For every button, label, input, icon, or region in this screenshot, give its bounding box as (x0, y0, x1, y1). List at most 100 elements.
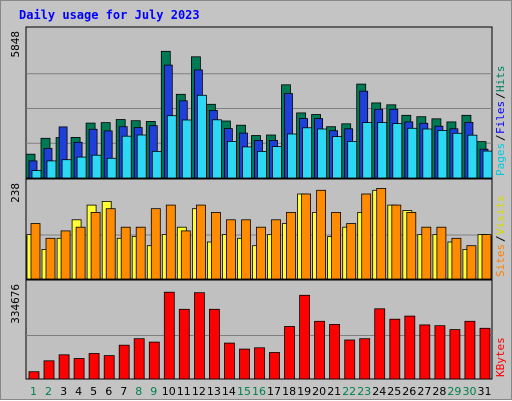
bar-sites-28 (436, 226, 447, 280)
bar-sites-18 (286, 211, 296, 280)
day-label-22: 22 (342, 385, 356, 398)
legend-separator: / (494, 235, 507, 242)
bar-kbytes-5 (88, 353, 100, 380)
bar-kbytes-19 (299, 294, 311, 380)
day-label-27: 27 (417, 385, 431, 398)
bar-sites-22 (346, 223, 357, 280)
bar-kbytes-30 (464, 320, 476, 380)
chart-panels: 5848Pages/Files/Hits238Sites/Visits33467… (9, 26, 507, 398)
bar-sites-16 (256, 226, 266, 280)
bar-kbytes-22 (344, 339, 356, 380)
bar-sites-3 (60, 230, 71, 280)
bar-pages-25 (392, 123, 403, 179)
bar-sites-1 (30, 223, 41, 280)
bar-pages-16 (257, 150, 267, 179)
bar-sites-30 (466, 245, 477, 280)
day-label-5: 5 (90, 385, 97, 398)
legend-visits: Visits (494, 195, 507, 235)
bar-sites-6 (105, 208, 116, 280)
day-label-10: 10 (162, 385, 176, 398)
bar-sites-5 (90, 211, 101, 280)
legend-separator: / (494, 92, 507, 99)
bar-pages-1 (31, 170, 42, 179)
day-label-4: 4 (75, 385, 82, 398)
bar-sites-11 (180, 230, 191, 280)
day-label-12: 12 (192, 385, 206, 398)
bar-pages-24 (377, 122, 388, 179)
day-label-25: 25 (387, 385, 401, 398)
day-label-18: 18 (282, 385, 296, 398)
day-label-30: 30 (463, 385, 477, 398)
bar-kbytes-20 (314, 320, 326, 380)
bar-pages-7 (121, 135, 132, 179)
bar-kbytes-11 (178, 308, 190, 380)
bar-kbytes-1 (28, 371, 40, 380)
bar-pages-12 (196, 94, 207, 179)
bar-pages-19 (302, 127, 313, 179)
bar-sites-2 (45, 237, 56, 280)
day-label-28: 28 (432, 385, 446, 398)
bar-kbytes-10 (163, 291, 175, 380)
legend-kbytes: KBytes (494, 337, 507, 377)
bar-sites-25 (391, 204, 402, 280)
day-label-16: 16 (252, 385, 266, 398)
bar-pages-2 (46, 160, 57, 179)
bar-kbytes-15 (239, 348, 250, 380)
bar-kbytes-25 (389, 318, 401, 380)
day-label-2: 2 (45, 385, 52, 398)
bar-kbytes-16 (254, 347, 265, 380)
bar-kbytes-7 (118, 344, 130, 380)
legend-sites: Sites (494, 244, 507, 277)
panel-hits-axis-legend: Pages/Files/Hits (494, 66, 507, 177)
bar-pages-20 (317, 128, 328, 179)
bar-sites-29 (451, 237, 462, 280)
day-label-8: 8 (135, 385, 142, 398)
bar-sites-4 (75, 226, 86, 280)
bar-sites-13 (210, 211, 221, 280)
day-label-6: 6 (105, 385, 112, 398)
bar-pages-6 (106, 157, 117, 179)
bar-pages-10 (166, 115, 177, 179)
bar-sites-15 (241, 219, 251, 280)
bar-pages-28 (437, 130, 448, 179)
panel-kbytes-axis-legend: KBytes (494, 337, 507, 377)
bar-pages-30 (467, 134, 478, 179)
panel-visits: 238 Sites /Visits (9, 178, 507, 280)
bar-kbytes-17 (269, 352, 280, 380)
bar-pages-9 (151, 150, 162, 179)
day-label-19: 19 (297, 385, 311, 398)
bar-pages-11 (181, 119, 192, 179)
legend-files: Files (494, 101, 507, 134)
day-label-31: 31 (478, 385, 492, 398)
bar-kbytes-12 (193, 292, 205, 380)
bar-pages-15 (242, 146, 252, 179)
bar-sites-20 (316, 189, 327, 280)
bar-sites-10 (165, 204, 176, 280)
bar-kbytes-14 (223, 342, 235, 380)
day-label-21: 21 (327, 385, 341, 398)
bar-sites-14 (225, 219, 236, 280)
panel-visits-axis-legend: Sites /Visits (494, 195, 507, 277)
bar-pages-4 (76, 156, 87, 179)
bar-pages-26 (407, 127, 418, 179)
bar-kbytes-13 (208, 308, 220, 380)
panel-hits-max-label: 5848 (9, 31, 22, 58)
bar-pages-13 (211, 119, 222, 179)
day-label-13: 13 (207, 385, 221, 398)
day-label-1: 1 (30, 385, 37, 398)
bar-sites-17 (271, 219, 281, 280)
bar-kbytes-4 (73, 358, 85, 380)
bar-kbytes-27 (419, 324, 431, 380)
day-label-15: 15 (237, 385, 251, 398)
legend-hits: Hits (494, 66, 507, 93)
bar-kbytes-28 (434, 325, 446, 380)
bar-sites-24 (376, 187, 387, 280)
bar-kbytes-23 (359, 338, 371, 380)
bar-sites-31 (481, 234, 492, 280)
bar-pages-3 (61, 159, 72, 179)
bar-sites-27 (421, 226, 432, 280)
day-label-7: 7 (120, 385, 127, 398)
panel-kbytes-max-label: 334676 (9, 284, 22, 324)
